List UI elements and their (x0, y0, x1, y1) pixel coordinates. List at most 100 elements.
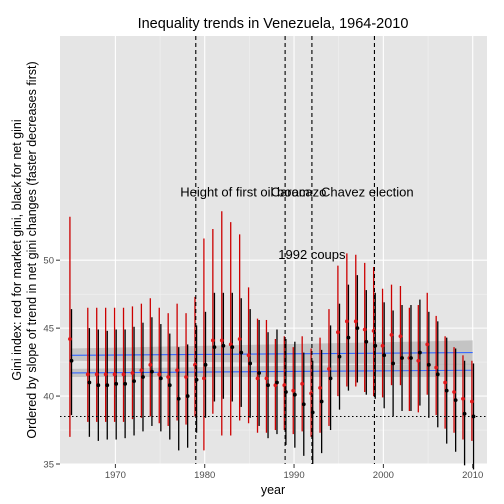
data-point (237, 337, 242, 341)
data-point (426, 362, 431, 367)
data-point (130, 371, 135, 375)
x-tick-label: 2000 (373, 470, 394, 481)
data-point (255, 376, 260, 381)
data-point (328, 376, 333, 381)
data-point (158, 376, 163, 381)
grid-lines (60, 36, 487, 465)
data-point (443, 380, 448, 385)
data-point (105, 383, 110, 388)
data-point (203, 362, 208, 367)
data-point (382, 353, 387, 358)
data-points (68, 319, 476, 419)
data-point (471, 414, 476, 419)
data-point (112, 372, 117, 377)
data-point (157, 372, 162, 377)
data-point (346, 335, 351, 340)
data-point (391, 361, 396, 366)
data-point (166, 375, 171, 379)
x-tick-label: 2010 (462, 470, 483, 481)
annotation-label: Height of first oil boom (180, 184, 309, 199)
data-point (291, 388, 296, 393)
data-point (355, 326, 360, 331)
data-point (389, 333, 394, 337)
data-point (364, 339, 369, 344)
data-point (202, 376, 206, 381)
y-tick-label: 35 (43, 460, 54, 471)
data-point (453, 398, 458, 403)
annotation-label: Chavez election (321, 184, 414, 199)
data-point (434, 365, 439, 370)
y-axis-title-line-1: Gini index: red for market gini, black f… (10, 119, 24, 380)
data-point (184, 375, 188, 379)
data-point (275, 380, 279, 385)
data-point (409, 356, 413, 360)
data-point (264, 376, 269, 381)
data-point (318, 386, 322, 390)
data-point (248, 361, 253, 366)
data-point (353, 319, 358, 324)
x-axis-ticks: 1970 1980 1990 2000 2010 (105, 464, 483, 481)
data-point (96, 383, 101, 388)
data-point (400, 356, 404, 360)
data-point (380, 343, 385, 348)
trend-line-1 (70, 369, 473, 374)
trend-bands (70, 340, 473, 378)
data-point (123, 381, 128, 386)
data-point (219, 338, 224, 343)
data-point (175, 368, 180, 373)
data-point (452, 390, 456, 394)
data-point (362, 327, 367, 332)
data-point (139, 368, 144, 373)
data-point (121, 372, 126, 377)
data-point (300, 381, 305, 386)
data-point (337, 354, 342, 359)
data-point (94, 372, 99, 377)
data-point (68, 337, 72, 341)
data-point (425, 342, 430, 347)
data-point (462, 411, 467, 416)
y-tick-label: 40 (43, 392, 54, 403)
data-point (444, 388, 449, 393)
x-tick-label: 1980 (194, 470, 215, 481)
data-point (167, 383, 172, 388)
data-point (398, 334, 403, 339)
x-axis-title: year (261, 483, 285, 497)
plot-panel (60, 36, 487, 464)
data-point (301, 402, 306, 407)
data-point (141, 375, 145, 379)
data-point (176, 396, 181, 401)
reference-lines (60, 36, 487, 464)
trend-band-1 (70, 363, 473, 378)
data-point (257, 371, 262, 375)
x-tick-label: 1970 (105, 470, 126, 481)
trend-band-0 (70, 340, 473, 365)
data-point (470, 399, 474, 404)
data-point (284, 390, 288, 394)
data-point (87, 380, 92, 385)
data-point (416, 358, 421, 363)
data-point (185, 394, 190, 398)
data-point (148, 362, 153, 367)
data-point (310, 410, 315, 415)
data-point (69, 358, 74, 363)
data-point (221, 343, 226, 348)
data-point (85, 372, 90, 377)
data-point (418, 350, 422, 355)
chart-title: Inequality trends in Venezuela, 1964-201… (138, 16, 409, 32)
data-point (210, 338, 215, 343)
y-tick-label: 45 (43, 324, 54, 335)
y-axis-title-line-2: Ordered by slope of trend in net gini ch… (25, 61, 39, 438)
data-point (230, 345, 235, 350)
y-tick-label: 50 (43, 256, 54, 267)
annotation-label: 1992 coups (278, 247, 346, 262)
data-point (266, 383, 270, 388)
data-point (150, 369, 154, 374)
trend-lines (70, 352, 473, 374)
data-point (103, 372, 108, 377)
data-point (114, 381, 119, 386)
data-point (319, 399, 324, 404)
data-point (435, 372, 440, 377)
data-point (246, 353, 251, 358)
